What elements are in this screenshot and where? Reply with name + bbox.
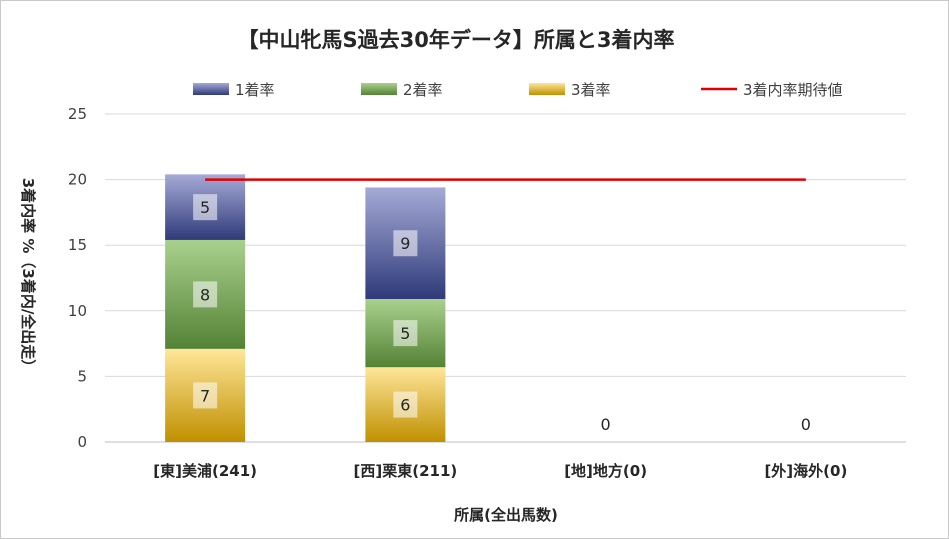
data-label: 8 (200, 285, 210, 304)
data-label: 5 (400, 324, 410, 343)
chart-title: 【中山牝馬S過去30年データ】所属と3着内率 (238, 28, 675, 52)
y-tick-label: 0 (77, 433, 87, 451)
y-tick-label: 5 (77, 367, 87, 385)
legend-label: 1着率 (235, 81, 275, 99)
legend-label: 3着率 (571, 81, 611, 99)
y-axis-title: 3着内率 %（3着内/全出走） (19, 178, 37, 375)
y-tick-label: 20 (68, 171, 87, 189)
data-label: 9 (400, 234, 410, 253)
data-labels: 7 8 5 6 5 9 0 0 (193, 194, 818, 437)
data-label-box (193, 281, 218, 308)
legend: 1着率 2着率 3着率 3着内率期待値 (193, 81, 843, 99)
data-label-box (193, 382, 218, 409)
legend-swatch (361, 83, 397, 95)
legend-label: 2着率 (403, 81, 443, 99)
x-category-label: [外]海外(0) (764, 462, 847, 480)
data-label-box (393, 320, 418, 347)
x-category-label: [地]地方(0) (564, 462, 647, 480)
data-label-box (593, 411, 618, 437)
legend-swatch (193, 83, 229, 95)
data-label: 6 (400, 396, 410, 415)
legend-label: 3着内率期待値 (743, 81, 843, 99)
data-label: 7 (200, 386, 210, 405)
y-tick-label: 10 (68, 302, 87, 320)
y-tick-label: 25 (68, 105, 87, 123)
legend-swatch (529, 83, 565, 95)
data-label: 0 (801, 415, 811, 434)
x-category-label: [西]栗東(211) (354, 462, 458, 480)
data-label: 5 (200, 198, 210, 217)
data-label-box (193, 194, 218, 221)
x-axis-categories: [東]美浦(241) [西]栗東(211) [地]地方(0) [外]海外(0) (153, 462, 847, 480)
x-axis-title: 所属(全出馬数) (454, 506, 558, 524)
y-tick-label: 15 (68, 236, 87, 254)
data-label-box (793, 411, 818, 437)
y-axis-ticks: 0 5 10 15 20 25 (68, 105, 87, 451)
data-label: 0 (601, 415, 611, 434)
x-category-label: [東]美浦(241) (153, 462, 257, 480)
data-label-box (393, 230, 418, 257)
data-label-box (393, 391, 418, 418)
